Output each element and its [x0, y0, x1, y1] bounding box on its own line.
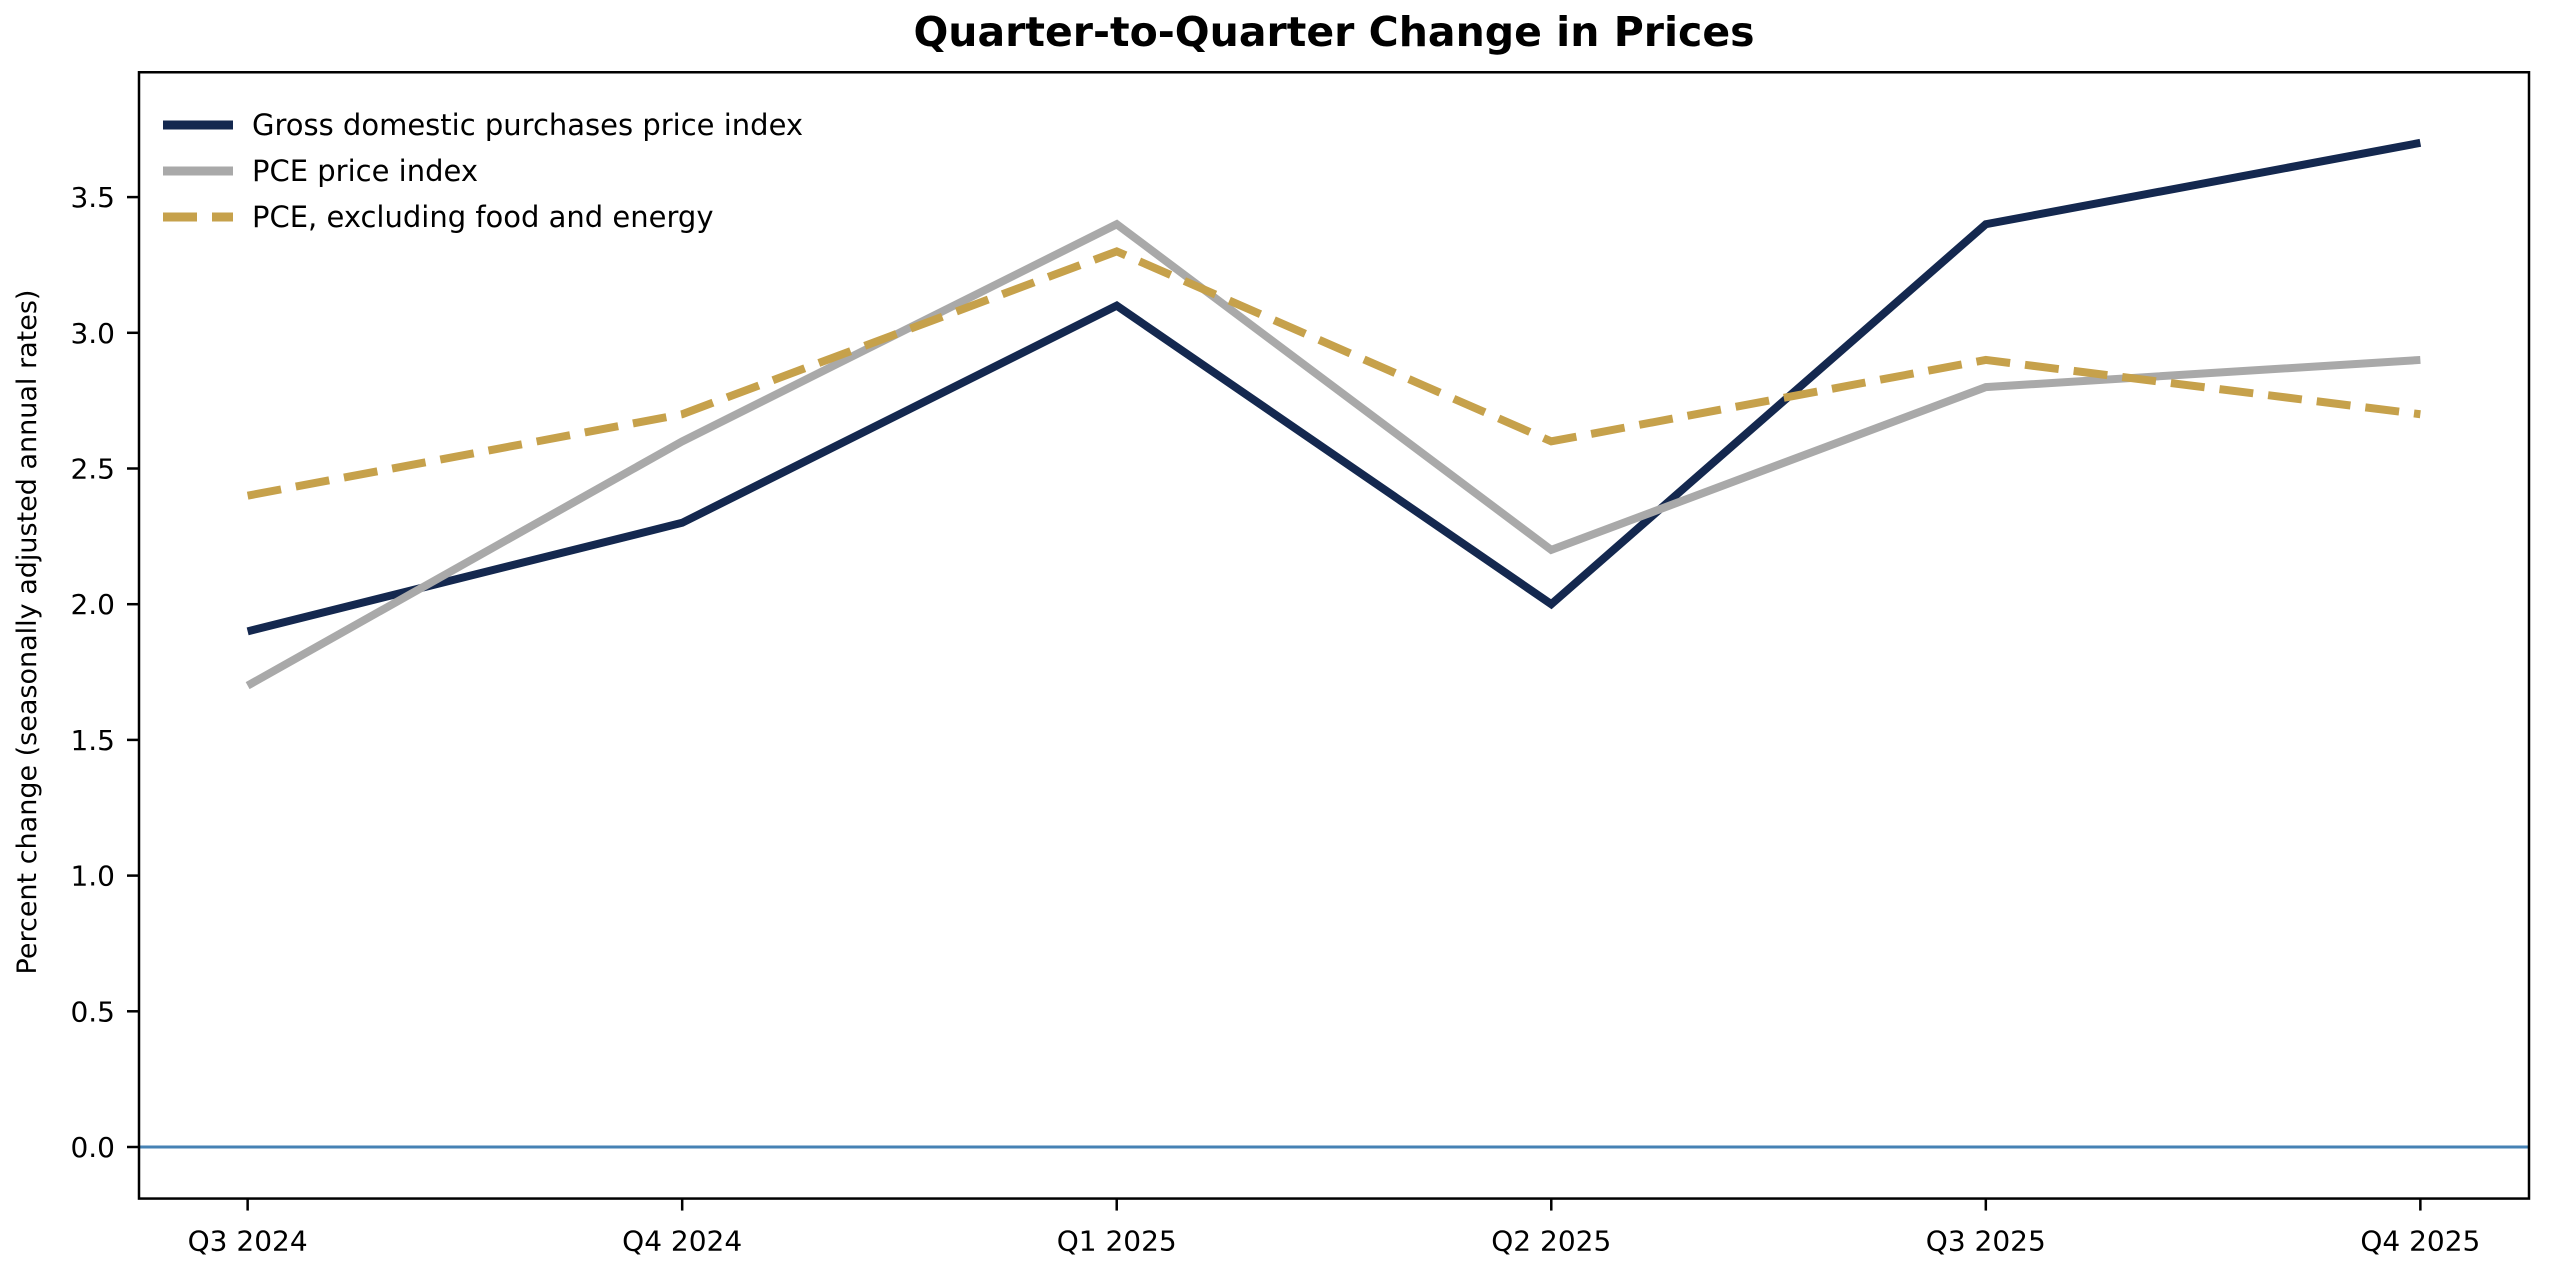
plot-area: 0.0 0.5 1.0 1.5 2.0 2.5 3.0 3.5 Q3 2024 Q4 2024 Q1… [70, 71, 2531, 1258]
y-axis-label: Percent change (seasonally adjusted annu… [12, 290, 43, 975]
series-line-1 [246, 138, 2422, 636]
legend-label-1: Gross domestic purchases price index [252, 108, 803, 142]
y-tick-label: 2.0 [70, 588, 115, 621]
x-tick-label: Q4 2025 [2360, 1225, 2480, 1258]
series-line-2 [245, 219, 2421, 690]
legend-label-2: PCE price index [252, 154, 478, 188]
x-tick-label: Q3 2025 [1926, 1225, 2046, 1258]
legend-label-3: PCE, excluding food and energy [252, 200, 713, 234]
y-tick-label: 1.0 [70, 860, 115, 893]
axes-frame [137, 71, 2531, 1200]
series-line-3 [246, 247, 2421, 500]
x-tick-label: Q4 2024 [622, 1225, 742, 1258]
y-tick-label: 3.0 [70, 317, 115, 350]
y-tick-label: 1.5 [70, 724, 115, 757]
y-tick-label: 0.0 [70, 1131, 115, 1164]
y-tick-label: 3.5 [70, 181, 115, 214]
chart-title: Quarter-to-Quarter Change in Prices [913, 8, 1754, 56]
y-tick-label: 2.5 [70, 453, 115, 486]
x-tick-label: Q3 2024 [188, 1225, 308, 1258]
y-tick-label: 0.5 [70, 995, 115, 1028]
x-tick-label: Q2 2025 [1491, 1225, 1611, 1258]
x-tick-label: Q1 2025 [1057, 1225, 1177, 1258]
